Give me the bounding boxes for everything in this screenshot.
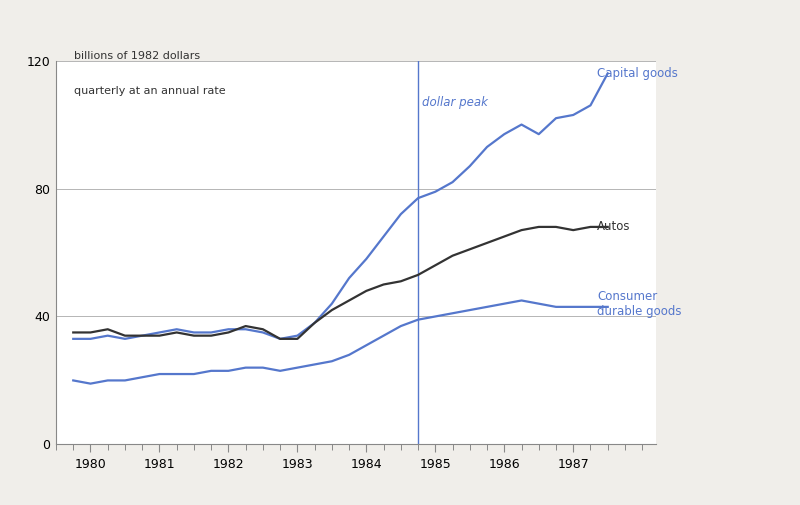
Text: quarterly at an annual rate: quarterly at an annual rate bbox=[74, 85, 226, 95]
Text: billions of 1982 dollars: billions of 1982 dollars bbox=[74, 50, 200, 61]
Text: Autos: Autos bbox=[598, 220, 631, 233]
Text: Capital goods: Capital goods bbox=[598, 67, 678, 80]
Text: Consumer
durable goods: Consumer durable goods bbox=[598, 290, 682, 318]
Text: dollar peak: dollar peak bbox=[422, 96, 488, 109]
